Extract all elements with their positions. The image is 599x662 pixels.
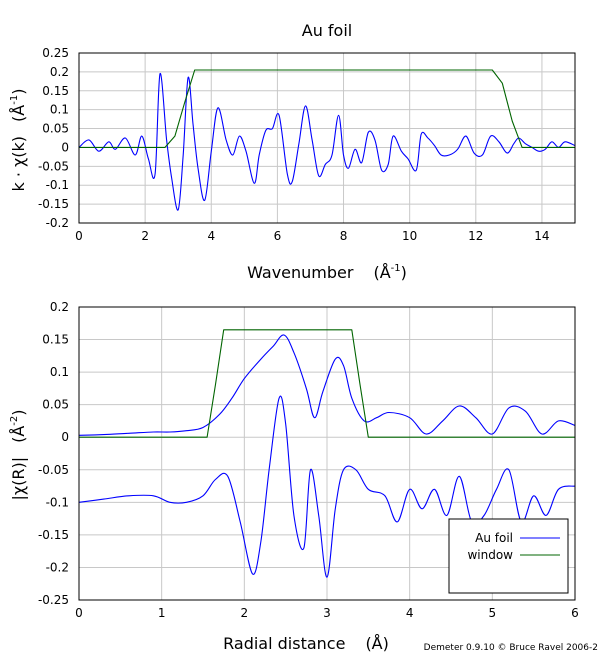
rspace-plot-frame (78, 306, 576, 601)
kspace-xlabel-sup: -1 (391, 263, 401, 274)
kspace-ytick-label: 0.25 (42, 46, 69, 60)
rspace-ylabel: |χ(R)|(Å-2) (9, 409, 28, 500)
kspace-plot-frame (78, 52, 576, 224)
rspace-ytick-label: -0.1 (46, 495, 69, 509)
credit-text: Demeter 0.9.10 © Bruce Ravel 2006-2 (424, 643, 598, 653)
rspace-tick-labels: 0 1 2 3 4 5 6 -0.25 -0.2 -0.15 -0.1 -0.05 0 0.05 0.1 0.… (38, 300, 579, 620)
kspace-ytick-label: 0.1 (50, 103, 69, 117)
kspace-ytick-label: -0.05 (38, 159, 69, 173)
kspace-tick-labels: 0 2 4 6 8 10 12 14 -0.2 -0.15 -0.1 -0.05 0 0.05 0.1 0.1… (38, 46, 550, 243)
kspace-ylabel: k · χ(k)(Å-1) (9, 89, 28, 192)
kspace-ytick-label: -0.15 (38, 197, 69, 211)
rspace-ytick-label: -0.05 (38, 463, 69, 477)
rspace-ylabel-unit: (Å (9, 426, 28, 443)
legend-box (448, 518, 569, 594)
legend-label-window: window (467, 548, 513, 562)
rspace-lines (78, 329, 576, 578)
rspace-xtick-label: 2 (241, 606, 249, 620)
rspace-xtick-label: 6 (571, 606, 579, 620)
kspace-xtick-label: 8 (340, 229, 348, 243)
rspace-ytick-label: 0.1 (50, 365, 69, 379)
kspace-xtick-label: 12 (468, 229, 483, 243)
kspace-chart: 0 2 4 6 8 10 12 14 -0.2 -0.15 -0.1 -0.05 0 0.05 0.1 0.1… (9, 46, 576, 282)
rspace-ytick-label: 0.15 (42, 333, 69, 347)
rspace-xtick-label: 0 (75, 606, 83, 620)
kspace-xlabel-text: Wavenumber (247, 263, 354, 282)
kspace-ylabel-sup: -1 (9, 95, 20, 105)
rspace-ylabel-sup: -2 (9, 416, 20, 426)
kspace-xtick-label: 0 (75, 229, 83, 243)
kspace-ytick-label: -0.1 (46, 178, 69, 192)
figure-title: Au foil (302, 21, 352, 40)
rspace-legend: Au foil window (448, 518, 569, 594)
legend-label-au-foil: Au foil (475, 531, 513, 545)
kspace-xtick-label: 14 (534, 229, 549, 243)
kspace-data-line (78, 73, 576, 211)
kspace-ylabel-text: k · χ(k) (9, 136, 28, 192)
kspace-window-line (79, 69, 575, 148)
kspace-xlabel-unit: (Å (373, 263, 390, 282)
rspace-xtick-label: 5 (489, 606, 497, 620)
rspace-xtick-label: 4 (406, 606, 414, 620)
kspace-xtick-label: 10 (402, 229, 417, 243)
rspace-ytick-label: -0.15 (38, 528, 69, 542)
rspace-ytick-label: 0.2 (50, 300, 69, 314)
rspace-ytick-label: 0.05 (42, 398, 69, 412)
rspace-xlabel-text: Radial distance (223, 634, 345, 653)
rspace-xlabel-unit: (Å) (365, 634, 388, 653)
rspace-ytick-label: 0 (61, 430, 69, 444)
rspace-xtick-label: 1 (158, 606, 166, 620)
kspace-xtick-label: 6 (274, 229, 282, 243)
kspace-lines (78, 69, 576, 211)
kspace-xtick-label: 4 (207, 229, 215, 243)
rspace-ytick-label: -0.25 (38, 593, 69, 607)
kspace-xtick-label: 2 (141, 229, 149, 243)
kspace-xlabel: Wavenumber (Å-1) (247, 263, 407, 282)
kspace-ytick-label: -0.2 (46, 216, 69, 230)
rspace-xlabel: Radial distance (Å) (223, 634, 389, 653)
rspace-data-line (78, 334, 576, 436)
kspace-ytick-label: 0 (61, 140, 69, 154)
rspace-data-imag-line (78, 395, 576, 578)
kspace-grid (78, 52, 575, 224)
rspace-ytick-label: -0.2 (46, 560, 69, 574)
rspace-ylabel-text: |χ(R)| (9, 457, 28, 501)
kspace-ytick-label: 0.15 (42, 84, 69, 98)
kspace-ylabel-unit: (Å (9, 105, 28, 122)
rspace-chart: 0 1 2 3 4 5 6 -0.25 -0.2 -0.15 -0.1 -0.05 0 0.05 0.1 0.… (9, 300, 579, 653)
rspace-window-line (79, 329, 575, 438)
kspace-ytick-label: 0.05 (42, 122, 69, 136)
rspace-xtick-label: 3 (323, 606, 331, 620)
kspace-ytick-label: 0.2 (50, 65, 69, 79)
